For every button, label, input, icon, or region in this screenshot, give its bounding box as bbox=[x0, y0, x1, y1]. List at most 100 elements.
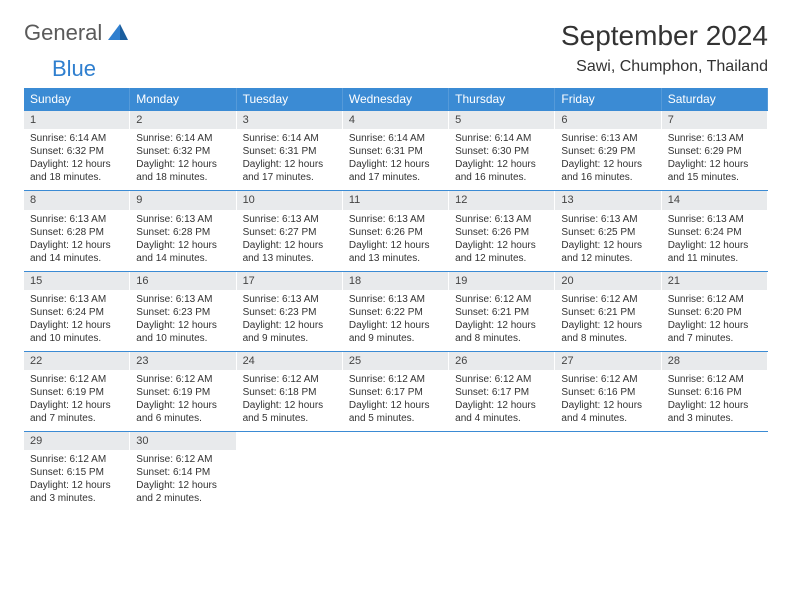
day-number: 24 bbox=[237, 352, 343, 370]
day-number: 13 bbox=[555, 191, 661, 209]
sunset-line: Sunset: 6:30 PM bbox=[455, 145, 549, 158]
day-number: 17 bbox=[237, 272, 343, 290]
day-cell: 13Sunrise: 6:13 AMSunset: 6:25 PMDayligh… bbox=[555, 191, 661, 270]
day-number: 5 bbox=[449, 111, 555, 129]
daylight-line: Daylight: 12 hours and 4 minutes. bbox=[455, 399, 549, 425]
sunrise-line: Sunrise: 6:13 AM bbox=[243, 213, 337, 226]
day-cell: 12Sunrise: 6:13 AMSunset: 6:26 PMDayligh… bbox=[449, 191, 555, 270]
sunset-line: Sunset: 6:22 PM bbox=[349, 306, 443, 319]
daylight-line: Daylight: 12 hours and 15 minutes. bbox=[668, 158, 762, 184]
daylight-line: Daylight: 12 hours and 14 minutes. bbox=[30, 239, 124, 265]
daylight-line: Daylight: 12 hours and 3 minutes. bbox=[30, 479, 124, 505]
sunrise-line: Sunrise: 6:13 AM bbox=[349, 213, 443, 226]
day-number: 2 bbox=[130, 111, 236, 129]
sunset-line: Sunset: 6:32 PM bbox=[30, 145, 124, 158]
day-cell: 24Sunrise: 6:12 AMSunset: 6:18 PMDayligh… bbox=[237, 352, 343, 431]
day-number: 9 bbox=[130, 191, 236, 209]
day-body: Sunrise: 6:13 AMSunset: 6:24 PMDaylight:… bbox=[662, 210, 768, 271]
day-cell: .. bbox=[343, 432, 449, 511]
day-body: Sunrise: 6:13 AMSunset: 6:23 PMDaylight:… bbox=[130, 290, 236, 351]
sunset-line: Sunset: 6:29 PM bbox=[561, 145, 655, 158]
day-cell: 21Sunrise: 6:12 AMSunset: 6:20 PMDayligh… bbox=[662, 272, 768, 351]
week-row: 8Sunrise: 6:13 AMSunset: 6:28 PMDaylight… bbox=[24, 190, 768, 270]
daylight-line: Daylight: 12 hours and 7 minutes. bbox=[668, 319, 762, 345]
dow-wednesday: Wednesday bbox=[343, 88, 449, 110]
daylight-line: Daylight: 12 hours and 9 minutes. bbox=[349, 319, 443, 345]
day-body: Sunrise: 6:12 AMSunset: 6:21 PMDaylight:… bbox=[449, 290, 555, 351]
day-number: 11 bbox=[343, 191, 449, 209]
day-cell: 23Sunrise: 6:12 AMSunset: 6:19 PMDayligh… bbox=[130, 352, 236, 431]
day-cell: 17Sunrise: 6:13 AMSunset: 6:23 PMDayligh… bbox=[237, 272, 343, 351]
day-cell: .. bbox=[237, 432, 343, 511]
day-cell: 16Sunrise: 6:13 AMSunset: 6:23 PMDayligh… bbox=[130, 272, 236, 351]
sunset-line: Sunset: 6:26 PM bbox=[349, 226, 443, 239]
day-number: 6 bbox=[555, 111, 661, 129]
sunset-line: Sunset: 6:26 PM bbox=[455, 226, 549, 239]
day-body: Sunrise: 6:13 AMSunset: 6:26 PMDaylight:… bbox=[449, 210, 555, 271]
sunrise-line: Sunrise: 6:13 AM bbox=[561, 132, 655, 145]
dow-tuesday: Tuesday bbox=[237, 88, 343, 110]
day-body: Sunrise: 6:13 AMSunset: 6:26 PMDaylight:… bbox=[343, 210, 449, 271]
day-number: 19 bbox=[449, 272, 555, 290]
sunset-line: Sunset: 6:15 PM bbox=[30, 466, 124, 479]
day-number: 27 bbox=[555, 352, 661, 370]
day-cell: 27Sunrise: 6:12 AMSunset: 6:16 PMDayligh… bbox=[555, 352, 661, 431]
dow-monday: Monday bbox=[130, 88, 236, 110]
day-number: 16 bbox=[130, 272, 236, 290]
daylight-line: Daylight: 12 hours and 17 minutes. bbox=[243, 158, 337, 184]
sunset-line: Sunset: 6:31 PM bbox=[243, 145, 337, 158]
day-cell: .. bbox=[449, 432, 555, 511]
week-row: 29Sunrise: 6:12 AMSunset: 6:15 PMDayligh… bbox=[24, 431, 768, 511]
day-cell: 19Sunrise: 6:12 AMSunset: 6:21 PMDayligh… bbox=[449, 272, 555, 351]
daylight-line: Daylight: 12 hours and 3 minutes. bbox=[668, 399, 762, 425]
day-body: Sunrise: 6:13 AMSunset: 6:29 PMDaylight:… bbox=[662, 129, 768, 190]
sunrise-line: Sunrise: 6:13 AM bbox=[30, 293, 124, 306]
day-cell: 11Sunrise: 6:13 AMSunset: 6:26 PMDayligh… bbox=[343, 191, 449, 270]
sunrise-line: Sunrise: 6:12 AM bbox=[136, 373, 230, 386]
day-body: Sunrise: 6:12 AMSunset: 6:20 PMDaylight:… bbox=[662, 290, 768, 351]
daylight-line: Daylight: 12 hours and 13 minutes. bbox=[349, 239, 443, 265]
daylight-line: Daylight: 12 hours and 11 minutes. bbox=[668, 239, 762, 265]
daylight-line: Daylight: 12 hours and 14 minutes. bbox=[136, 239, 230, 265]
sunset-line: Sunset: 6:32 PM bbox=[136, 145, 230, 158]
day-cell: 30Sunrise: 6:12 AMSunset: 6:14 PMDayligh… bbox=[130, 432, 236, 511]
day-cell: 14Sunrise: 6:13 AMSunset: 6:24 PMDayligh… bbox=[662, 191, 768, 270]
daylight-line: Daylight: 12 hours and 12 minutes. bbox=[561, 239, 655, 265]
daylight-line: Daylight: 12 hours and 16 minutes. bbox=[455, 158, 549, 184]
day-cell: 26Sunrise: 6:12 AMSunset: 6:17 PMDayligh… bbox=[449, 352, 555, 431]
day-body: Sunrise: 6:13 AMSunset: 6:28 PMDaylight:… bbox=[130, 210, 236, 271]
sunrise-line: Sunrise: 6:13 AM bbox=[455, 213, 549, 226]
sunrise-line: Sunrise: 6:14 AM bbox=[30, 132, 124, 145]
daylight-line: Daylight: 12 hours and 18 minutes. bbox=[30, 158, 124, 184]
sunset-line: Sunset: 6:24 PM bbox=[668, 226, 762, 239]
day-body: Sunrise: 6:12 AMSunset: 6:14 PMDaylight:… bbox=[130, 450, 236, 511]
sunrise-line: Sunrise: 6:12 AM bbox=[561, 293, 655, 306]
daylight-line: Daylight: 12 hours and 10 minutes. bbox=[136, 319, 230, 345]
day-cell: 15Sunrise: 6:13 AMSunset: 6:24 PMDayligh… bbox=[24, 272, 130, 351]
sunrise-line: Sunrise: 6:13 AM bbox=[349, 293, 443, 306]
sunset-line: Sunset: 6:17 PM bbox=[349, 386, 443, 399]
day-cell: 20Sunrise: 6:12 AMSunset: 6:21 PMDayligh… bbox=[555, 272, 661, 351]
day-body: Sunrise: 6:12 AMSunset: 6:16 PMDaylight:… bbox=[662, 370, 768, 431]
day-body: Sunrise: 6:12 AMSunset: 6:19 PMDaylight:… bbox=[24, 370, 130, 431]
day-cell: 8Sunrise: 6:13 AMSunset: 6:28 PMDaylight… bbox=[24, 191, 130, 270]
sunrise-line: Sunrise: 6:13 AM bbox=[668, 132, 762, 145]
day-number: 3 bbox=[237, 111, 343, 129]
day-body: Sunrise: 6:12 AMSunset: 6:16 PMDaylight:… bbox=[555, 370, 661, 431]
sunset-line: Sunset: 6:21 PM bbox=[561, 306, 655, 319]
day-number: 1 bbox=[24, 111, 130, 129]
sunset-line: Sunset: 6:19 PM bbox=[30, 386, 124, 399]
day-cell: 1 Sunrise: 6:14 AMSunset: 6:32 PMDaylight… bbox=[24, 111, 130, 190]
day-body: Sunrise: 6:13 AMSunset: 6:24 PMDaylight:… bbox=[24, 290, 130, 351]
day-body: Sunrise: 6:13 AMSunset: 6:25 PMDaylight:… bbox=[555, 210, 661, 271]
sunset-line: Sunset: 6:17 PM bbox=[455, 386, 549, 399]
day-body: Sunrise: 6:12 AMSunset: 6:21 PMDaylight:… bbox=[555, 290, 661, 351]
day-number: 7 bbox=[662, 111, 768, 129]
sunrise-line: Sunrise: 6:13 AM bbox=[243, 293, 337, 306]
sunset-line: Sunset: 6:16 PM bbox=[668, 386, 762, 399]
sunrise-line: Sunrise: 6:12 AM bbox=[455, 373, 549, 386]
day-body: Sunrise: 6:12 AMSunset: 6:17 PMDaylight:… bbox=[343, 370, 449, 431]
calendar: SundayMondayTuesdayWednesdayThursdayFrid… bbox=[24, 88, 768, 511]
daylight-line: Daylight: 12 hours and 2 minutes. bbox=[136, 479, 230, 505]
sunrise-line: Sunrise: 6:12 AM bbox=[30, 373, 124, 386]
